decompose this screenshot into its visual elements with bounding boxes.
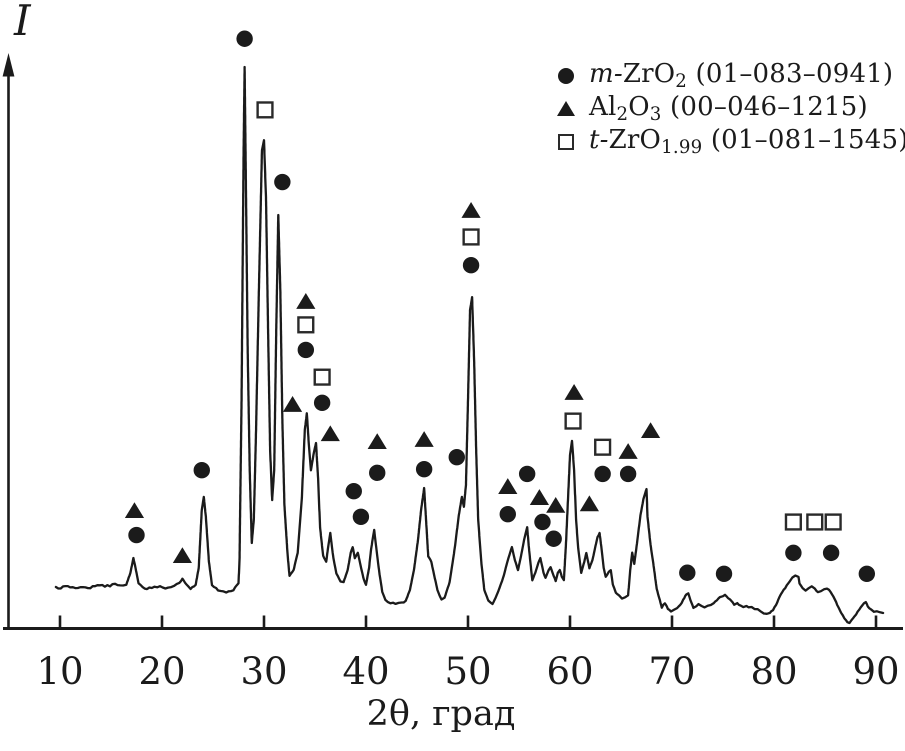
m-zro2-circle-marker: [679, 564, 696, 581]
m-zro2-circle-marker: [313, 394, 331, 411]
t-zro199-square-marker: [297, 316, 315, 334]
al2o3-triangle-marker: [546, 496, 566, 513]
m-zro2-circle-marker: [352, 508, 370, 525]
legend-label-segment: 2: [675, 71, 688, 93]
al2o3-triangle-marker: [640, 422, 661, 439]
y-axis-title: I: [14, 0, 31, 45]
m-zro2-circle-marker: [534, 513, 551, 531]
x-axis-tick-label: 80: [750, 650, 797, 693]
legend-label-segment: t-: [589, 124, 609, 155]
m-zro2-circle-marker: [297, 341, 315, 359]
legend-label-segment: (00–046–1215): [661, 91, 868, 122]
legend-label: Al2O3 (00–046–1215): [589, 92, 868, 125]
x-axis-tick-label: 30: [240, 650, 287, 693]
open-square-icon: [558, 133, 574, 150]
x-axis-tick-label: 70: [648, 650, 695, 693]
al2o3-triangle-marker: [461, 202, 481, 218]
m-zro2-circle-marker: [594, 465, 611, 483]
legend-label-segment: 2: [616, 104, 629, 126]
legend-symbol-cell: [551, 101, 581, 116]
legend-label-segment: 3: [649, 104, 662, 126]
t-zro199-square-marker: [594, 438, 612, 456]
m-zro2-circle-marker: [415, 460, 433, 478]
m-zro2-circle-marker: [499, 505, 516, 523]
legend-label-segment: Al: [589, 91, 617, 122]
legend-symbol-cell: [551, 67, 581, 84]
m-zro2-circle-marker: [822, 544, 840, 562]
al2o3-triangle-marker: [367, 433, 387, 449]
legend-label-segment: (01–081–1545): [702, 124, 905, 155]
legend-label: m-ZrO2 (01–083–0941): [589, 59, 893, 92]
m-zro2-circle-marker: [715, 565, 733, 582]
legend-label-segment: 1.99: [661, 137, 703, 159]
m-zro2-circle-marker: [193, 462, 210, 479]
t-zro199-square-marker: [313, 368, 331, 386]
t-zro199-square-marker: [824, 513, 842, 531]
x-axis-tick-label: 90: [852, 650, 899, 693]
xrd-trace: [54, 65, 885, 625]
al2o3-triangle-marker: [124, 502, 145, 519]
al2o3-triangle-marker: [414, 431, 434, 447]
m-zro2-circle-marker: [785, 544, 802, 562]
x-axis-tick-label: 40: [342, 650, 389, 693]
legend-label-segment: O: [628, 91, 650, 122]
legend: m-ZrO2 (01–083–0941) Al2O3 (00–046–1215) t…: [551, 59, 905, 158]
t-zro199-square-marker: [256, 101, 274, 119]
legend-label: t-ZrO1.99 (01–081–1545): [589, 125, 905, 158]
x-axis-tick-label: 60: [546, 650, 593, 693]
al2o3-triangle-marker: [320, 425, 340, 442]
legend-item-m-zro2: m-ZrO2 (01–083–0941): [551, 59, 905, 92]
legend-symbol-cell: [551, 133, 581, 150]
y-axis-arrowhead-icon: [2, 53, 15, 77]
m-zro2-circle-marker: [128, 526, 145, 544]
al2o3-triangle-marker: [579, 495, 599, 512]
m-zro2-circle-marker: [274, 173, 291, 191]
x-axis-tick-label: 10: [36, 650, 83, 693]
al2o3-triangle-marker: [498, 478, 518, 494]
t-zro199-square-marker: [564, 412, 582, 430]
legend-label-segment: ZrO: [608, 124, 662, 155]
al2o3-triangle-marker: [529, 489, 549, 505]
legend-item-al2o3: Al2O3 (00–046–1215): [551, 92, 905, 125]
m-zro2-circle-marker: [448, 448, 465, 466]
legend-label-segment: ZrO: [622, 58, 676, 89]
legend-item-t-zro1.99: t-ZrO1.99 (01–081–1545): [551, 125, 905, 158]
m-zro2-circle-marker: [619, 465, 637, 483]
t-zro199-square-marker: [806, 513, 824, 531]
m-zro2-circle-marker: [345, 482, 362, 500]
al2o3-triangle-marker: [282, 396, 303, 412]
m-zro2-circle-marker: [518, 465, 536, 483]
m-zro2-circle-marker: [545, 530, 562, 547]
filled-circle-icon: [558, 67, 574, 84]
t-zro199-square-marker: [462, 228, 480, 246]
al2o3-triangle-marker: [172, 547, 192, 564]
m-zro2-circle-marker: [369, 464, 386, 482]
legend-label-segment: (01–083–0941): [687, 58, 894, 89]
t-zro199-square-marker: [784, 513, 802, 531]
x-axis-tick-label: 50: [444, 650, 491, 693]
x-axis-title: 2θ, град: [366, 694, 516, 734]
legend-label-segment: m-: [589, 58, 623, 89]
x-axis-tick-label: 20: [138, 650, 185, 693]
al2o3-triangle-marker: [564, 384, 584, 400]
filled-triangle-icon: [557, 101, 575, 116]
m-zro2-circle-marker: [236, 30, 253, 47]
al2o3-triangle-marker: [618, 443, 638, 459]
m-zro2-circle-marker: [858, 565, 876, 582]
m-zro2-circle-marker: [462, 257, 480, 274]
al2o3-triangle-marker: [296, 293, 316, 309]
